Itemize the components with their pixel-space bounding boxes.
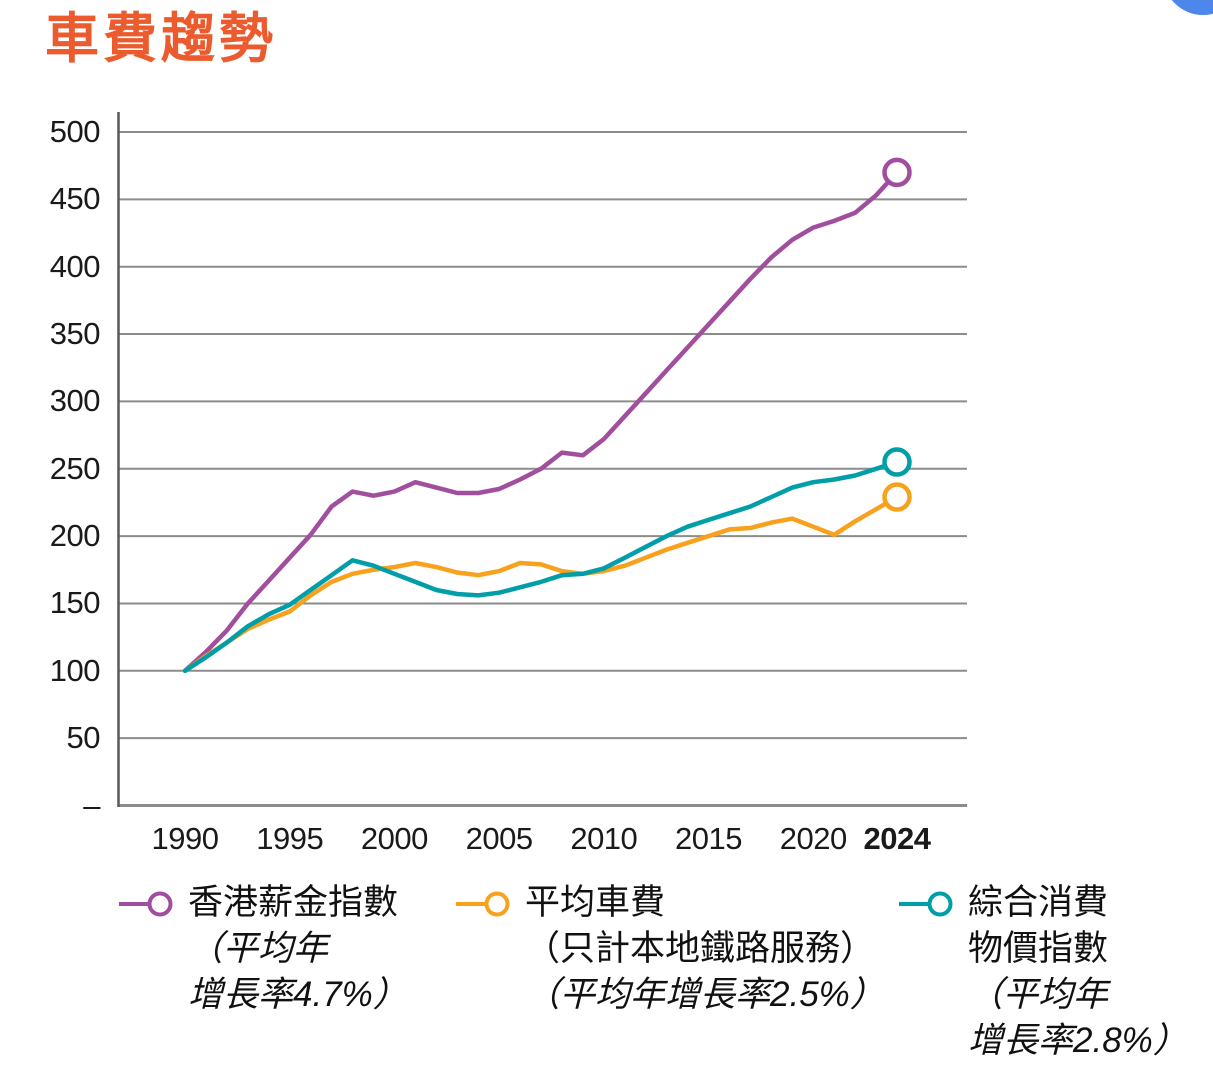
legend-item-1: 平均車費 （只計本地鐵路服務） （平均年增長率2.5%）: [455, 880, 885, 1018]
legend-line: 平均車費: [525, 883, 666, 922]
chart-legend: 香港薪金指數 （平均年 增長率4.7%） 平均車費 （只計本地鐵路服務） （平均年增長率2…: [0, 880, 1213, 1077]
legend-marker-icon-0: [119, 891, 173, 917]
legend-marker-icon-2: [899, 891, 953, 917]
legend-line: （只計本地鐵路服務）: [525, 929, 876, 968]
series-line-1: [182, 494, 900, 674]
x-tick-label-2015: 2015: [675, 821, 742, 856]
series-line-2: [182, 459, 900, 674]
legend-line: 增長率2.8%）: [968, 1021, 1188, 1060]
legend-line: 綜合消費: [968, 883, 1109, 922]
y-tick-label-450: 450: [49, 181, 101, 217]
legend-text-0: 香港薪金指數 （平均年增長率4.7%）: [188, 880, 408, 1018]
x-tick-label-2000: 2000: [360, 821, 428, 856]
y-tick-label-150: 150: [49, 585, 101, 621]
y-tick-label-250: 250: [49, 450, 101, 486]
y-tick-label-50: 50: [66, 720, 101, 756]
legend-item-2: 綜合消費物價指數 （平均年增長率2.8%）: [898, 880, 1188, 1064]
x-tick-label-2024: 2024: [863, 821, 931, 856]
y-tick-label-400: 400: [49, 248, 101, 284]
x-tick-label-1995: 1995: [256, 821, 324, 856]
series-line-0: [182, 170, 900, 674]
chart-canvas: [117, 112, 967, 807]
y-tick-label-300: 300: [49, 383, 101, 419]
legend-item-0: 香港薪金指數 （平均年增長率4.7%）: [118, 880, 408, 1018]
y-tick-label-500: 500: [49, 114, 101, 149]
y-tick-label-0: –: [83, 787, 100, 823]
series-end-marker-icon-2: [882, 447, 912, 477]
legend-text-2: 綜合消費物價指數 （平均年增長率2.8%）: [968, 880, 1188, 1064]
x-tick-label-2010: 2010: [570, 821, 638, 856]
x-tick-label-2005: 2005: [465, 821, 533, 856]
x-tick-label-1990: 1990: [151, 821, 219, 856]
series-end-marker-icon-0: [882, 157, 912, 188]
x-tick-label-2020: 2020: [779, 821, 847, 856]
legend-line: （平均年: [968, 975, 1109, 1014]
page-title: 車費趨勢: [45, 9, 277, 69]
legend-text-1: 平均車費 （只計本地鐵路服務） （平均年增長率2.5%）: [525, 880, 885, 1018]
legend-line: 物價指數: [968, 929, 1109, 968]
series-end-marker-icon-1: [882, 482, 912, 512]
legend-line: 香港薪金指數: [188, 883, 399, 922]
legend-line: 增長率4.7%）: [188, 975, 408, 1014]
legend-line: （平均年: [188, 929, 329, 968]
legend-marker-icon-1: [456, 891, 510, 917]
legend-line: （平均年增長率2.5%）: [525, 975, 885, 1014]
y-tick-label-350: 350: [49, 316, 101, 352]
y-tick-label-200: 200: [49, 518, 101, 554]
y-tick-label-100: 100: [49, 652, 101, 688]
